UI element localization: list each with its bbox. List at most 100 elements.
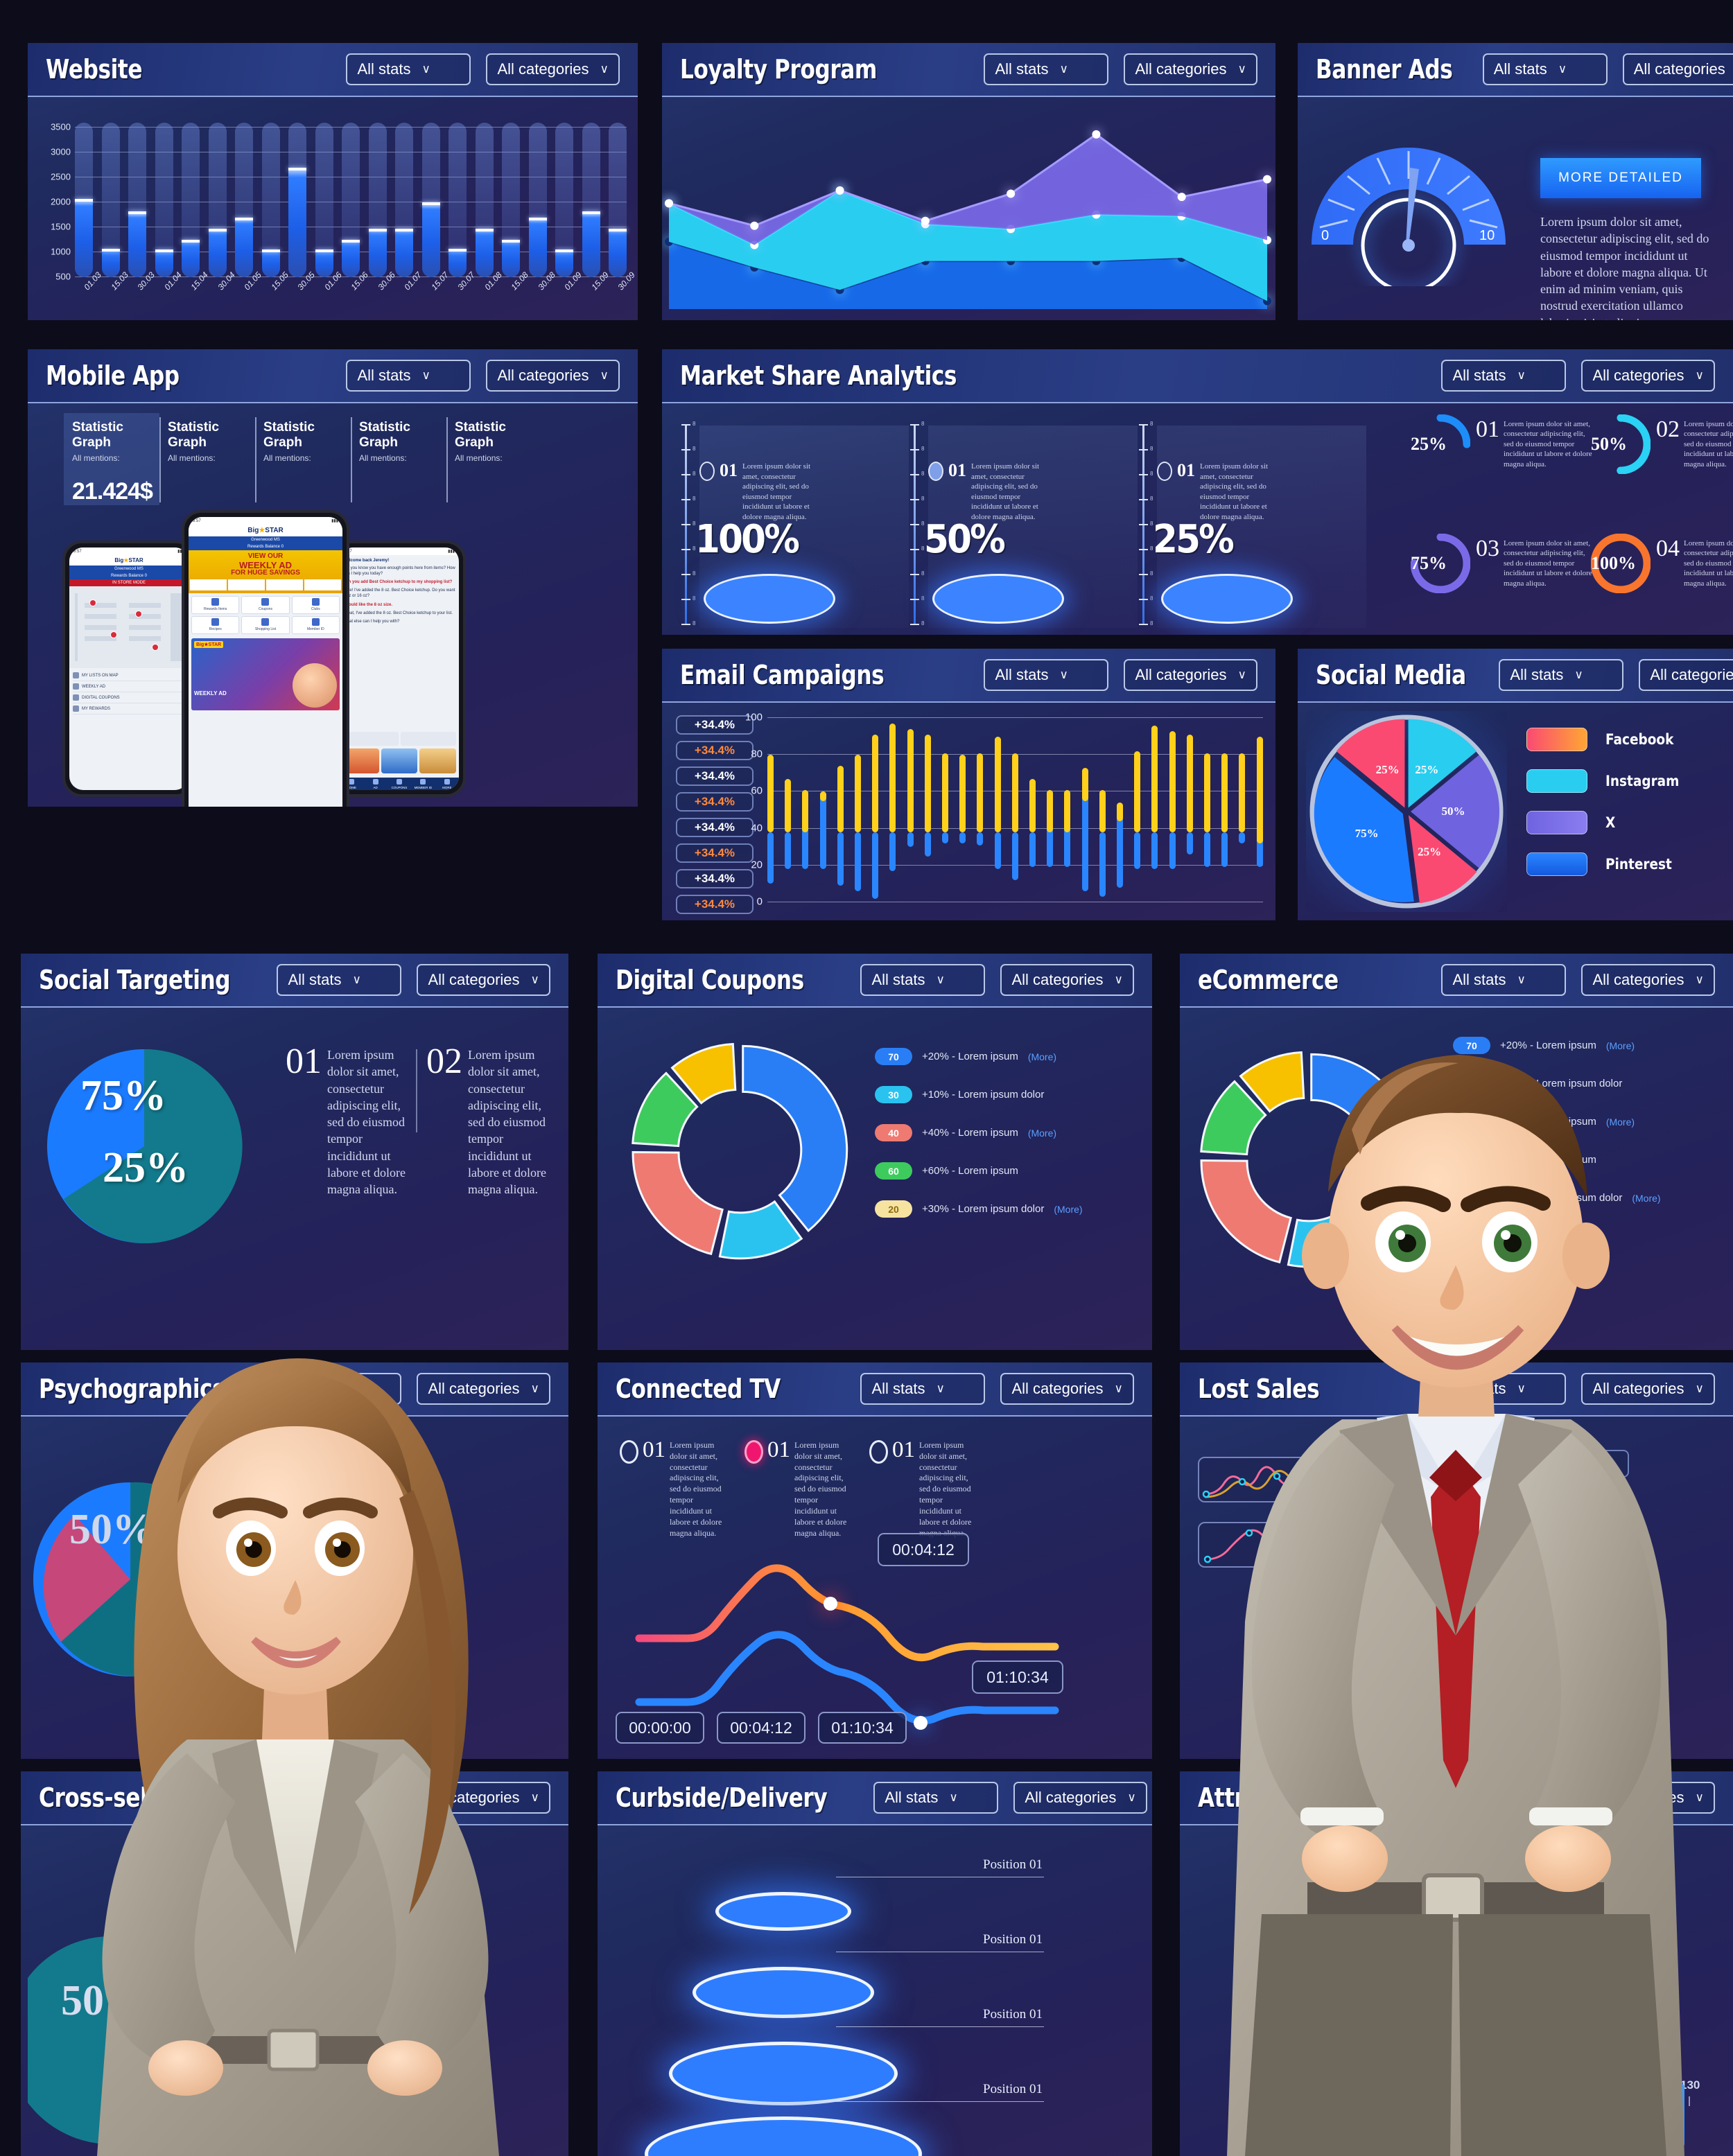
radio-icon[interactable] <box>620 1440 638 1464</box>
coupon-legend-row[interactable]: 20 +30% - Lorem ipsum dolor (More) <box>875 1200 1083 1218</box>
donut-slice[interactable] <box>1239 1051 1305 1113</box>
bar-column[interactable]: 30.05 <box>288 118 317 292</box>
select-all-stats[interactable]: All stats ∨ <box>1482 53 1608 85</box>
candle-column[interactable] <box>907 718 914 902</box>
donut-slice[interactable] <box>742 1044 848 1233</box>
timestamp-tag[interactable]: 01:10:34 <box>818 1712 907 1744</box>
map-pin[interactable] <box>111 632 116 638</box>
coupon-legend-row[interactable]: 40 +40% - Lorem ipsum (More) <box>875 1124 1083 1141</box>
phone-menu-item[interactable]: DIGITAL COUPONS <box>73 692 185 703</box>
bar-column[interactable]: 15.04 <box>182 118 210 292</box>
candle-column[interactable] <box>959 718 966 902</box>
donut-slice[interactable] <box>718 1200 803 1260</box>
bar-column[interactable]: 15.08 <box>502 118 530 292</box>
phone-tile[interactable]: Shopping List <box>241 615 290 634</box>
select-all-stats[interactable]: All stats ∨ <box>984 659 1109 691</box>
more-detailed-button[interactable]: MORE DETAILED <box>1540 158 1701 198</box>
candle-column[interactable] <box>1239 718 1246 902</box>
select-all-stats[interactable]: All stats ∨ <box>277 1373 402 1405</box>
status-badge[interactable]: +34.4% <box>676 766 754 786</box>
select-all-categories[interactable]: All categories ∨ <box>1622 53 1733 85</box>
funnel-ellipse[interactable] <box>669 2042 898 2105</box>
select-all-categories[interactable]: All categories ∨ <box>417 1373 550 1405</box>
radio-icon[interactable] <box>1157 462 1172 481</box>
select-all-stats[interactable]: All stats ∨ <box>873 1782 999 1814</box>
candle-column[interactable] <box>1256 718 1263 902</box>
coupon-legend-row[interactable]: 40 +40% - Lorem ipsum (More) <box>1453 1113 1661 1130</box>
more-link[interactable]: (More) <box>1054 1203 1083 1215</box>
select-all-categories[interactable]: All categories ∨ <box>1124 53 1257 85</box>
select-all-categories[interactable]: All categories ∨ <box>1013 1782 1147 1814</box>
bar-column[interactable]: 30.03 <box>128 118 157 292</box>
timestamp-tag[interactable]: 00:00:00 <box>616 1712 704 1744</box>
statistic-cell[interactable]: Statistic Graph All mentions: <box>159 413 255 505</box>
weekly-ad-hero[interactable]: VIEW OUR WEEKLY AD FOR HUGE SAVINGS <box>189 550 342 593</box>
candle-column[interactable] <box>1047 718 1054 902</box>
legend-row[interactable]: X <box>1526 811 1689 834</box>
more-link[interactable]: (More) <box>1605 1116 1635 1128</box>
sparkline-card-2[interactable] <box>1198 1522 1335 1568</box>
status-badge[interactable]: +34.4% <box>1551 1527 1629 1555</box>
sparkline-card-1[interactable] <box>1198 1457 1335 1502</box>
bar-column[interactable]: 01.03 <box>75 118 103 292</box>
bar-column[interactable]: 30.08 <box>528 118 557 292</box>
column-bullet[interactable]: 01 Lorem ipsum dolor sit amet, consectet… <box>928 461 1044 522</box>
data-point[interactable] <box>1007 189 1016 198</box>
phone-menu-item[interactable]: WEEKLY AD <box>73 681 185 692</box>
candle-column[interactable] <box>1186 718 1193 902</box>
select-all-stats[interactable]: All stats ∨ <box>1441 360 1567 392</box>
candle-column[interactable] <box>924 718 931 902</box>
pie-slice[interactable] <box>1336 719 1405 808</box>
bar-column[interactable]: 01.09 <box>555 118 584 292</box>
select-all-stats[interactable]: All stats ∨ <box>346 53 471 85</box>
funnel-ellipse[interactable] <box>715 1892 851 1931</box>
candle-column[interactable] <box>1029 718 1036 902</box>
coupon-legend-row[interactable]: 70 +20% - Lorem ipsum (More) <box>875 1048 1083 1065</box>
data-point[interactable] <box>665 199 673 208</box>
candle-column[interactable] <box>1081 718 1088 902</box>
candle-column[interactable] <box>977 718 984 902</box>
candle-column[interactable] <box>837 718 844 902</box>
map-pin[interactable] <box>136 611 141 617</box>
phone-tile[interactable]: Coupons <box>241 595 290 614</box>
phone-nav-item[interactable]: MORE <box>435 778 459 790</box>
select-all-categories[interactable]: All categories ∨ <box>486 53 620 85</box>
candle-column[interactable] <box>1204 718 1211 902</box>
bar-column[interactable]: 30.06 <box>368 118 397 292</box>
candle-column[interactable] <box>994 718 1001 902</box>
select-all-stats[interactable]: All stats ∨ <box>860 1373 986 1405</box>
statistic-cell[interactable]: Statistic Graph All mentions: 21.424$ <box>64 413 159 505</box>
donut-slice[interactable] <box>1287 1208 1372 1268</box>
data-point[interactable] <box>1092 130 1101 139</box>
bar-column[interactable]: 15.03 <box>101 118 130 292</box>
donut-slice[interactable] <box>1310 1053 1417 1241</box>
candle-column[interactable] <box>889 718 896 902</box>
phone-nav-item[interactable]: AD <box>363 778 387 790</box>
coupon-legend-row[interactable]: 20 +30% - Lorem ipsum dolor (More) <box>1453 1189 1661 1207</box>
candle-column[interactable] <box>1099 718 1106 902</box>
select-all-categories[interactable]: All categories ∨ <box>1000 964 1134 996</box>
more-link[interactable]: (More) <box>1027 1127 1057 1139</box>
phone-tile[interactable]: Member ID <box>291 615 340 634</box>
pie-slice[interactable] <box>1408 719 1477 808</box>
candle-column[interactable] <box>767 718 774 902</box>
select-all-categories[interactable]: All categories ∨ <box>1000 1373 1134 1405</box>
status-badge[interactable]: +34.4% <box>676 869 754 888</box>
column-bullet[interactable]: 01 Lorem ipsum dolor sit amet, consectet… <box>1157 461 1273 522</box>
candle-column[interactable] <box>802 718 809 902</box>
statistic-cell[interactable]: Statistic Graph All mentions: <box>351 413 446 505</box>
phone-tile[interactable]: Clubs <box>291 595 340 614</box>
candle-column[interactable] <box>942 718 949 902</box>
select-all-categories[interactable]: All categories ∨ <box>1581 1373 1715 1405</box>
data-point[interactable] <box>750 221 759 230</box>
bar-column[interactable]: 15.05 <box>261 118 290 292</box>
bar-column[interactable]: 01.08 <box>475 118 503 292</box>
bar-column[interactable]: 30.09 <box>609 118 637 292</box>
map-pin[interactable] <box>153 645 158 650</box>
select-all-categories[interactable]: All categories ∨ <box>1639 659 1733 691</box>
pie-slice[interactable] <box>1408 815 1477 904</box>
candle-column[interactable] <box>1117 718 1124 902</box>
coupon-legend-row[interactable]: 60 +60% - Lorem ipsum <box>875 1162 1083 1180</box>
status-badge[interactable]: +34.4% <box>676 715 754 735</box>
select-all-stats[interactable]: All stats ∨ <box>1441 964 1567 996</box>
